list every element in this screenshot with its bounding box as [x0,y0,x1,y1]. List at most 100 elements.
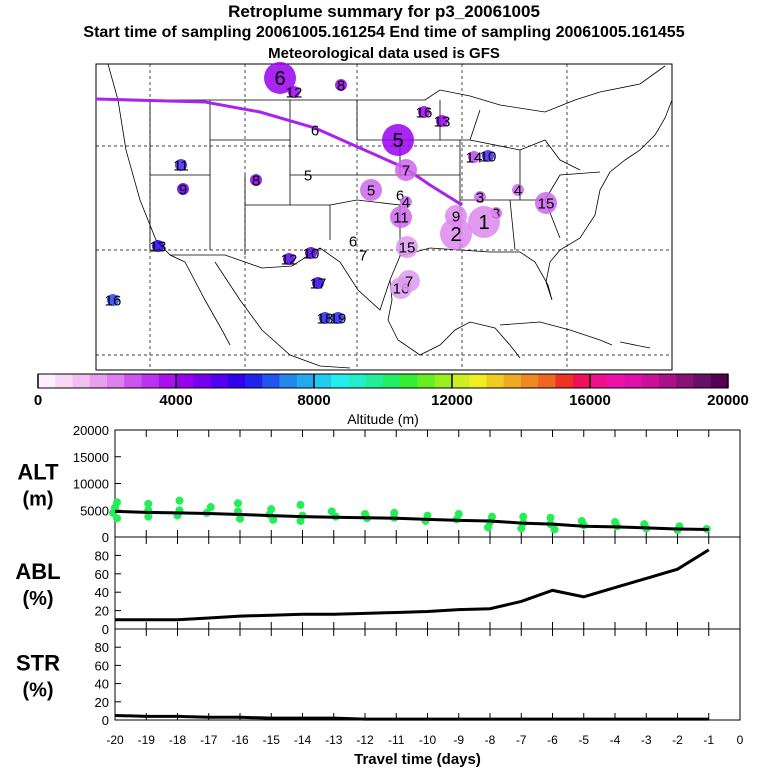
y-tick-label: 15000 [73,450,109,465]
marker-dot [360,179,382,201]
marker-dot [305,247,317,259]
marker-dot [395,159,417,181]
x-tick-label: -20 [106,733,124,747]
map-marker: 7 [395,159,417,181]
x-axis-label: Travel time (days) [354,751,481,768]
chart-title: Retroplume summary for p3_20061005 [228,2,540,21]
colorbar-swatch [486,374,505,388]
marker-dot [400,196,412,208]
colorbar-swatch [279,374,298,388]
colorbar-tick-label: 16000 [569,392,611,409]
x-tick-label: -19 [138,733,156,747]
colorbar-swatch [72,374,91,388]
y-tick-label: 60 [95,567,109,582]
colorbar-tick-label: 20000 [707,392,749,409]
map-marker: 4 [400,194,412,211]
map-marker: 15 [396,236,418,258]
x-tick-label: -12 [356,733,374,747]
colorbar-swatch [245,374,263,388]
y-tick-label: 0 [102,713,109,728]
scatter-point [546,513,555,522]
colorbar-swatch [158,374,177,388]
time-series-panels: 0 5000 10000 15000 20000 ALT (m) 0 20 40 60 80 ABL (%… [15,423,743,768]
map-marker: 6 [396,187,404,204]
map-markers: 6128161365141011985756441533129116715131… [105,62,557,327]
scatter-point [144,512,153,521]
colorbar-swatch [210,374,229,388]
marker-dot [177,183,189,195]
map-marker: 19 [330,310,347,327]
map-marker: 6 [311,122,319,139]
marker-label: 19 [330,310,347,327]
scatter-point [296,516,305,525]
colorbar-swatch [624,374,643,388]
colorbar-swatch [659,374,677,388]
colorbar-swatch [331,374,349,388]
marker-label: 2 [450,224,461,246]
colorbar-swatch [89,374,108,388]
marker-dot [512,184,524,196]
scatter-point [296,500,305,509]
marker-label: 16 [416,104,433,121]
marker-label: 9 [452,208,460,225]
panel-ylabel: ALT [17,460,59,485]
map-marker: 12 [286,84,303,101]
marker-dot [382,124,414,156]
map-marker: 13 [434,113,451,130]
marker-dot [468,206,500,238]
map-marker: 7 [359,247,367,264]
marker-dot [535,192,557,214]
colorbar-swatch [693,374,712,388]
marker-label: 15 [538,195,555,212]
marker-dot [396,236,418,258]
map-marker: 2 [440,218,472,250]
x-tick-label: -18 [169,733,187,747]
y-tick-label: 80 [95,548,109,563]
marker-label: 7 [405,273,413,290]
marker-dot [418,106,430,118]
marker-dot [312,277,324,289]
y-tick-label: 80 [95,640,109,655]
marker-dot [107,294,119,306]
marker-label: 5 [304,167,312,184]
colorbar-tick-label: 12000 [431,392,473,409]
scatter-point [144,499,153,508]
map-marker: 12 [281,251,298,268]
x-tick-label: -2 [672,733,683,747]
map-marker: 5 [304,167,312,184]
marker-label: 7 [402,162,410,179]
scatter-point [175,496,184,505]
map-marker: 11 [173,157,189,174]
x-tick-label: -9 [453,733,464,747]
colorbar-swatch [503,374,522,388]
panel-ylabel-units: (%) [22,680,53,702]
colorbar-swatch [262,374,280,388]
colorbar-swatch [555,374,574,388]
marker-label: 8 [337,77,345,94]
scatter-point [234,499,242,508]
series-line [114,713,709,721]
marker-dot [335,79,347,91]
y-tick-label: 5000 [80,503,109,518]
marker-label: 10 [480,148,497,165]
y-tick-label: 40 [95,585,109,600]
marker-dot [474,191,486,203]
scatter-point [519,512,528,521]
panel-ylabel: STR [16,651,60,676]
map-marker: 13 [150,238,167,255]
panel-alt: 0 5000 10000 15000 20000 ALT (m) [17,423,741,545]
scatter-point [113,514,121,523]
map-marker: 6 [264,62,296,94]
map-boundaries [96,63,673,369]
colorbar-swatch [193,374,211,388]
x-tick-label: -4 [610,733,621,747]
marker-label: 5 [392,130,403,152]
marker-dot [319,312,331,324]
marker-label: 8 [252,172,260,189]
marker-dot [390,206,412,228]
marker-label: 14 [466,149,483,166]
map-frame [95,63,673,371]
colorbar-swatch [227,374,246,388]
